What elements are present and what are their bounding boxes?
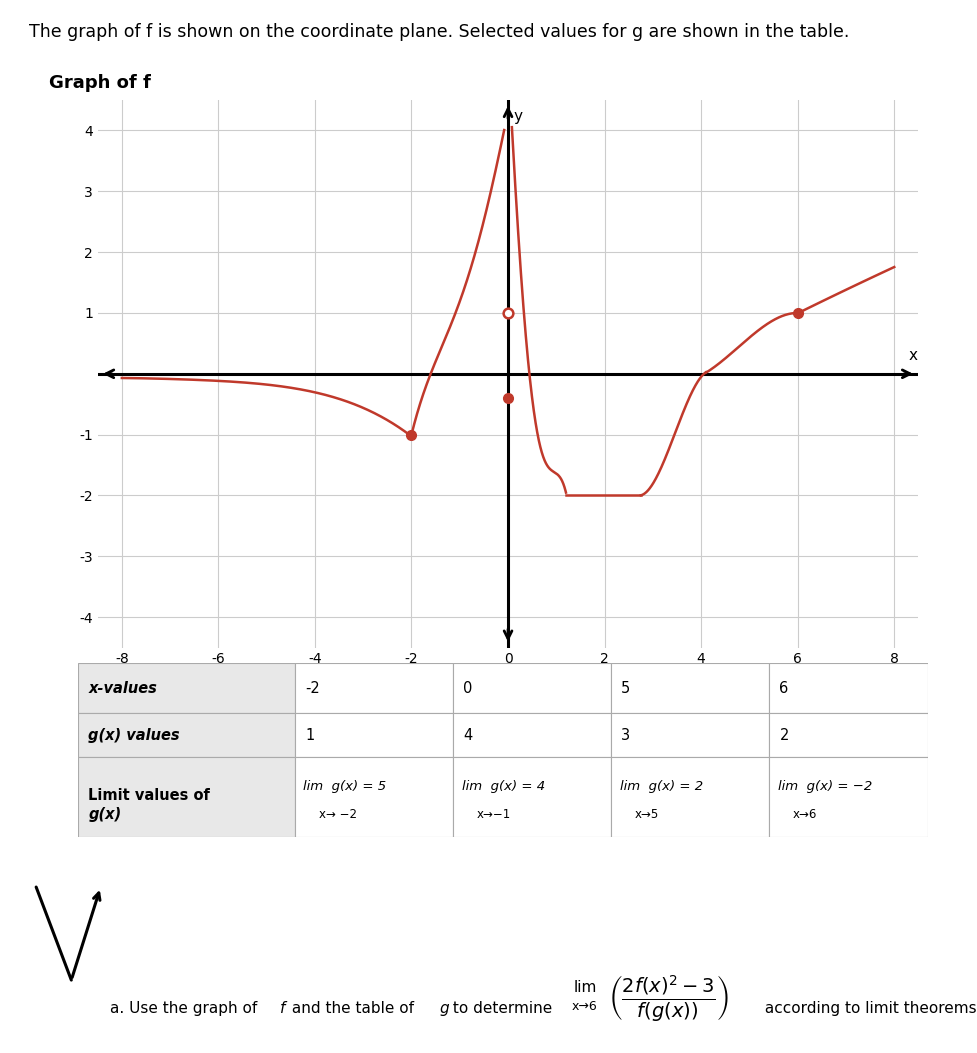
- Bar: [769, 663, 928, 713]
- Text: Limit values of: Limit values of: [88, 788, 210, 803]
- Text: g(x): g(x): [88, 808, 121, 822]
- Text: x→ −2: x→ −2: [319, 809, 357, 821]
- Text: lim  g(x) = 5: lim g(x) = 5: [304, 780, 387, 793]
- Text: The graph of f is shown on the coordinate plane. Selected values for g are shown: The graph of f is shown on the coordinat…: [29, 23, 850, 41]
- Text: x→6: x→6: [793, 809, 818, 821]
- Text: x→6: x→6: [573, 1000, 598, 1013]
- Text: 1: 1: [305, 728, 315, 742]
- Bar: [769, 757, 928, 837]
- Bar: [78, 757, 295, 837]
- Bar: [295, 713, 453, 757]
- Text: x→−1: x→−1: [477, 809, 511, 821]
- Text: g: g: [440, 1001, 449, 1016]
- Text: Graph of f: Graph of f: [49, 74, 150, 92]
- Text: 4: 4: [463, 728, 473, 742]
- Text: y: y: [514, 110, 523, 124]
- Text: and the table of: and the table of: [287, 1001, 419, 1016]
- Bar: [453, 757, 611, 837]
- Text: $\left(\dfrac{2f(x)^2-3}{f(g(x))}\right)$: $\left(\dfrac{2f(x)^2-3}{f(g(x))}\right)…: [608, 973, 729, 1024]
- Text: f: f: [280, 1001, 285, 1016]
- Bar: [78, 663, 295, 713]
- Text: lim: lim: [573, 980, 597, 995]
- Text: according to limit theorems.: according to limit theorems.: [760, 1001, 977, 1016]
- Text: 5: 5: [621, 680, 630, 696]
- Text: g(x) values: g(x) values: [88, 728, 180, 742]
- Text: lim  g(x) = 2: lim g(x) = 2: [619, 780, 702, 793]
- Text: 0: 0: [463, 680, 473, 696]
- Text: -2: -2: [305, 680, 319, 696]
- Bar: [453, 663, 611, 713]
- Text: x→5: x→5: [635, 809, 659, 821]
- Bar: [295, 663, 453, 713]
- Text: lim  g(x) = −2: lim g(x) = −2: [778, 780, 871, 793]
- Text: 3: 3: [621, 728, 630, 742]
- Text: lim  g(x) = 4: lim g(x) = 4: [461, 780, 544, 793]
- Bar: [453, 713, 611, 757]
- Bar: [295, 757, 453, 837]
- Text: 6: 6: [780, 680, 788, 696]
- Text: a. Use the graph of: a. Use the graph of: [110, 1001, 262, 1016]
- Bar: [611, 713, 769, 757]
- Bar: [769, 713, 928, 757]
- Bar: [611, 663, 769, 713]
- Text: to determine: to determine: [448, 1001, 552, 1016]
- Bar: [611, 757, 769, 837]
- Text: 2: 2: [780, 728, 788, 742]
- Text: x: x: [909, 347, 917, 363]
- Text: x-values: x-values: [88, 680, 157, 696]
- Bar: [78, 713, 295, 757]
